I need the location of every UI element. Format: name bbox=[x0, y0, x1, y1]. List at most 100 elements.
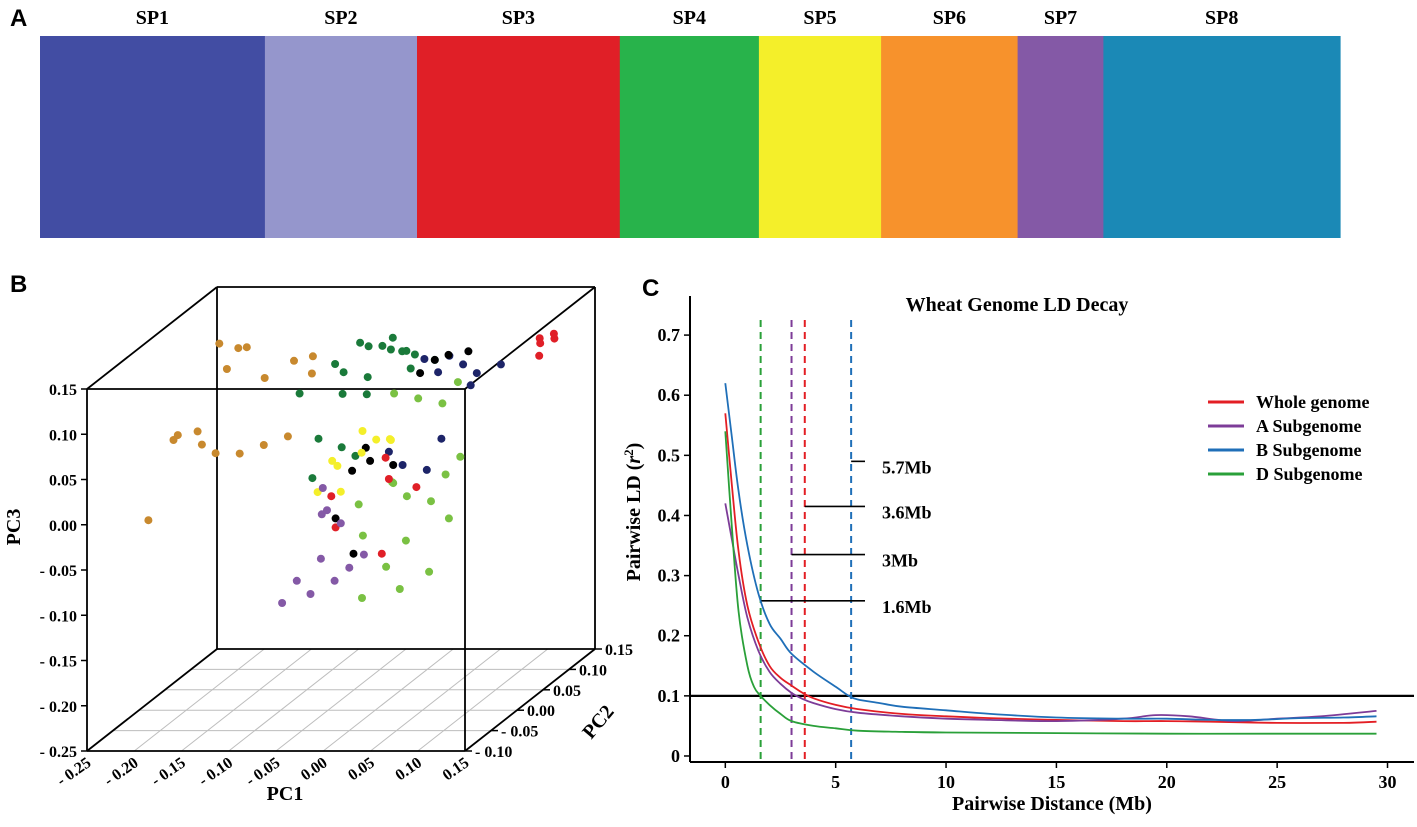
pca-point-group-5 bbox=[331, 514, 340, 523]
pca-point-group-3 bbox=[414, 394, 423, 403]
ld-y-axis-label: Pairwise LD (r2) bbox=[621, 443, 645, 582]
structure-label-sp1: SP1 bbox=[136, 7, 169, 29]
pca-point-group-1 bbox=[144, 516, 153, 525]
pca-point-group-6 bbox=[384, 475, 393, 483]
pca-point-group-8 bbox=[336, 519, 345, 528]
structure-block-sp1 bbox=[40, 36, 266, 238]
pca-point-group-1 bbox=[211, 449, 220, 458]
pca-point-group-3 bbox=[444, 514, 453, 523]
pca-point-group-4 bbox=[398, 461, 407, 469]
pca-3d-plot: 0.150.100.050.00- 0.05- 0.10- 0.15- 0.20… bbox=[3, 286, 633, 805]
panel-label-c: C bbox=[642, 275, 659, 302]
pca-point-group-1 bbox=[259, 441, 268, 449]
structure-label-sp7: SP7 bbox=[1044, 7, 1077, 29]
pca-point-group-4 bbox=[472, 369, 481, 378]
ld-x-tick-label: 25 bbox=[1268, 772, 1286, 792]
ld-series-line-3 bbox=[724, 383, 1377, 721]
pca-point-group-6 bbox=[535, 351, 544, 360]
pca-point-group-6 bbox=[536, 339, 545, 348]
cube-edge bbox=[86, 286, 218, 390]
pca-point-group-6 bbox=[327, 492, 336, 501]
pca-point-group-7 bbox=[358, 427, 367, 435]
pca-point-group-1 bbox=[260, 374, 269, 382]
pca-point-group-7 bbox=[385, 435, 394, 444]
pca-point-group-2 bbox=[338, 389, 347, 398]
pc3-tick-label: - 0.05 bbox=[40, 563, 77, 580]
pca-point-group-7 bbox=[357, 448, 366, 457]
pca-point-group-4 bbox=[422, 465, 431, 474]
pca-point-group-4 bbox=[437, 434, 446, 443]
ld-x-tick-label: 10 bbox=[937, 772, 955, 792]
pca-point-group-3 bbox=[438, 399, 447, 408]
pc2-axis-label: PC2 bbox=[578, 701, 618, 743]
pca-point-group-2 bbox=[331, 360, 340, 368]
pca-point-group-5 bbox=[366, 456, 375, 465]
pca-point-group-3 bbox=[441, 470, 450, 479]
pc1-tick-label: - 0.20 bbox=[101, 754, 141, 789]
floor-grid-line-x bbox=[275, 648, 407, 752]
structure-label-sp4: SP4 bbox=[673, 7, 706, 29]
pca-point-group-1 bbox=[234, 344, 243, 353]
pca-point-group-8 bbox=[317, 510, 326, 519]
structure-block-sp2 bbox=[264, 36, 418, 238]
pca-point-group-6 bbox=[549, 329, 558, 338]
pca-point-group-1 bbox=[290, 356, 298, 365]
pca-point-group-2 bbox=[362, 390, 371, 399]
pca-point-group-2 bbox=[402, 346, 411, 355]
pca-point-group-5 bbox=[430, 355, 439, 364]
pca-point-group-1 bbox=[308, 352, 317, 361]
structure-block-sp8 bbox=[1103, 36, 1341, 238]
ld-x-tick-label: 20 bbox=[1158, 772, 1176, 792]
pca-point-group-8 bbox=[359, 550, 368, 559]
floor-grid-line-x bbox=[322, 648, 454, 752]
pca-point-group-5 bbox=[348, 466, 357, 475]
structure-block-sp7 bbox=[1017, 36, 1104, 238]
structure-block-sp4 bbox=[619, 36, 760, 238]
pca-point-group-1 bbox=[197, 440, 206, 449]
ld-y-tick-label: 0.4 bbox=[658, 505, 681, 525]
pc1-tick-label: 0.10 bbox=[392, 754, 425, 784]
ld-y-tick-label: 0 bbox=[671, 746, 680, 766]
floor-grid-line-x bbox=[370, 648, 501, 752]
pca-point-group-3 bbox=[358, 531, 367, 540]
pca-point-group-2 bbox=[351, 451, 360, 460]
pc2-tick-label: - 0.10 bbox=[475, 744, 512, 761]
ld-y-tick-label: 0.6 bbox=[658, 385, 681, 405]
ld-legend-label-2: A Subgenome bbox=[1256, 416, 1362, 436]
ld-y-label-end: ) bbox=[623, 443, 645, 450]
pc2-tick-label: - 0.05 bbox=[501, 724, 538, 741]
ld-x-tick-label: 15 bbox=[1047, 772, 1065, 792]
pca-point-group-2 bbox=[339, 368, 348, 377]
pc3-tick-label: 0.05 bbox=[49, 473, 77, 490]
pca-point-group-6 bbox=[412, 483, 421, 492]
ld-chart-title: Wheat Genome LD Decay bbox=[906, 294, 1129, 316]
pca-point-group-8 bbox=[330, 576, 339, 585]
pca-point-group-2 bbox=[314, 434, 323, 443]
structure-plot: SP1 SP2 SP3 SP4 SP5 SP6 SP7 SP8 bbox=[40, 7, 1341, 238]
cube-edge bbox=[86, 648, 218, 752]
cube-edge bbox=[464, 286, 596, 390]
pca-point-group-3 bbox=[390, 389, 399, 398]
pca-point-group-1 bbox=[222, 365, 231, 373]
cube-edge bbox=[464, 648, 596, 752]
structure-label-sp8: SP8 bbox=[1205, 7, 1238, 29]
ld-marker-label: 3Mb bbox=[882, 551, 918, 571]
panel-label-a: A bbox=[10, 5, 27, 32]
pca-point-group-2 bbox=[356, 338, 365, 347]
ld-marker-label: 3.6Mb bbox=[882, 502, 932, 522]
ld-x-tick-label: 0 bbox=[721, 772, 730, 792]
pc3-tick-label: - 0.25 bbox=[40, 744, 77, 761]
pc2-tick-label: 0.15 bbox=[605, 642, 633, 659]
pc3-tick-label: - 0.10 bbox=[40, 608, 77, 625]
pca-point-group-2 bbox=[388, 333, 397, 342]
pca-point-group-5 bbox=[444, 350, 453, 359]
structure-label-sp6: SP6 bbox=[933, 7, 966, 29]
pc2-tick-label: 0.05 bbox=[553, 683, 581, 700]
pca-point-group-4 bbox=[459, 360, 468, 369]
pc3-tick-label: 0.10 bbox=[49, 427, 77, 444]
pc1-tick-label: 0.05 bbox=[345, 754, 378, 784]
pca-point-group-6 bbox=[381, 453, 390, 462]
pca-point-group-4 bbox=[434, 368, 443, 377]
pca-point-group-4 bbox=[466, 381, 475, 390]
